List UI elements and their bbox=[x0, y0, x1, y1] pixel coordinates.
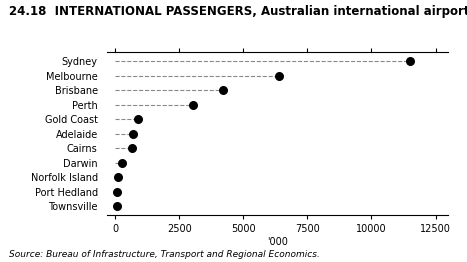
Point bbox=[114, 175, 121, 179]
Text: Source: Bureau of Infrastructure, Transport and Regional Economics.: Source: Bureau of Infrastructure, Transp… bbox=[9, 250, 320, 259]
Point bbox=[119, 161, 126, 165]
Point bbox=[128, 146, 135, 150]
Point bbox=[190, 102, 197, 107]
Text: 24.18  INTERNATIONAL PASSENGERS, Australian international airports—2010: 24.18 INTERNATIONAL PASSENGERS, Australi… bbox=[9, 5, 467, 18]
Point bbox=[129, 132, 137, 136]
Point bbox=[276, 74, 283, 78]
Point bbox=[113, 189, 121, 194]
Point bbox=[134, 117, 142, 121]
X-axis label: '000: '000 bbox=[268, 237, 288, 247]
Point bbox=[219, 88, 226, 92]
Point bbox=[113, 204, 120, 208]
Point bbox=[406, 59, 414, 63]
